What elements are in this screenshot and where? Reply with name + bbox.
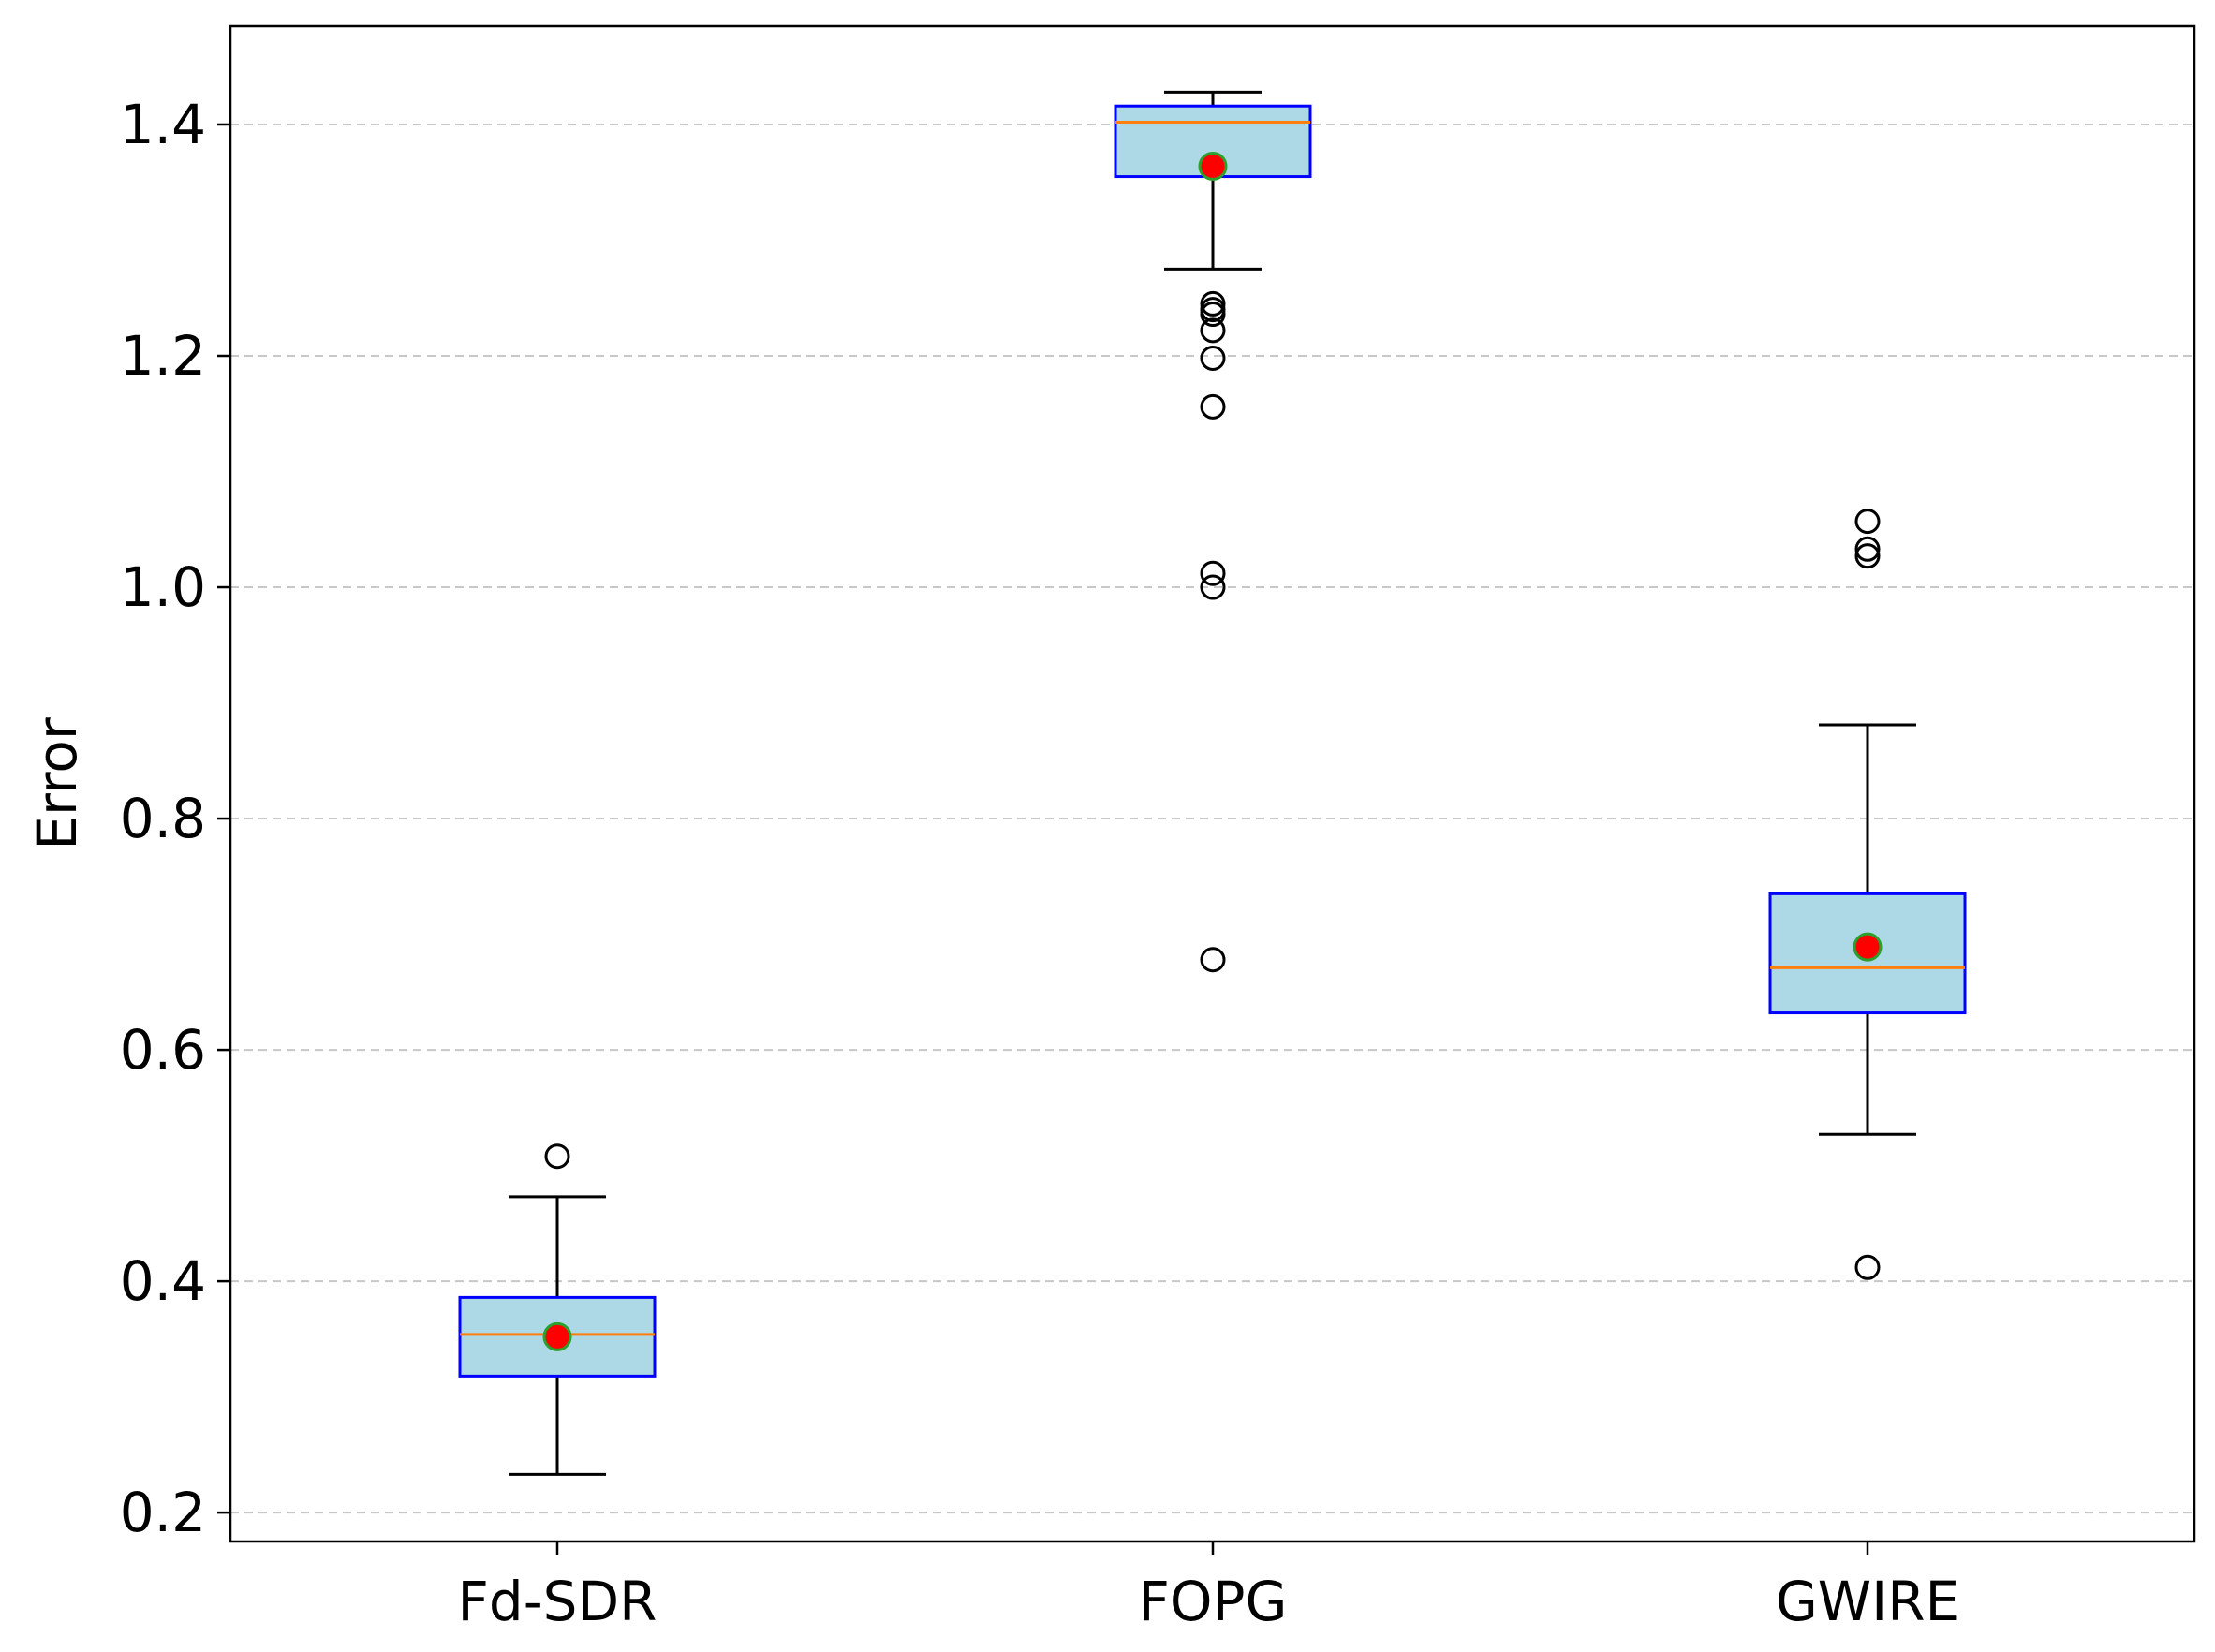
x-axis-ticks: Fd-SDR FOPG GWIRE [458,1541,1959,1633]
outlier-point [1854,1254,1881,1280]
mean-marker [1198,151,1228,181]
outlier-point [1200,574,1226,600]
y-axis-label: Error [25,717,89,850]
outlier-point [1854,543,1881,569]
mean-marker [542,1321,572,1351]
box-group-fopg [1114,90,1312,973]
x-tick-label: Fd-SDR [458,1570,657,1633]
outlier-point [1854,536,1881,562]
y-axis-ticks: 0.2 0.4 0.6 0.8 1.0 1.2 1.4 [120,93,230,1544]
box-plots [458,90,1967,1476]
outlier-point [1200,560,1226,586]
box-group-fd-sdr [458,1143,657,1476]
x-tick-label: FOPG [1139,1570,1288,1633]
outlier-point [1200,302,1226,328]
outlier-point [1200,393,1226,420]
mean-marker [1853,932,1883,962]
outlier-point [1200,947,1226,973]
x-tick-label: GWIRE [1776,1570,1959,1633]
outlier-point [1200,345,1226,371]
y-tick-label: 0.8 [120,787,206,850]
y-tick-label: 0.2 [120,1481,206,1544]
outlier-point [544,1143,570,1170]
y-tick-label: 1.2 [120,324,206,388]
outlier-point [1854,509,1881,535]
y-tick-label: 1.4 [120,93,206,156]
y-tick-label: 0.6 [120,1018,206,1082]
outlier-point [1200,317,1226,344]
y-tick-label: 0.4 [120,1249,206,1313]
y-tick-label: 1.0 [120,555,206,619]
box-group-gwire [1768,509,1967,1280]
